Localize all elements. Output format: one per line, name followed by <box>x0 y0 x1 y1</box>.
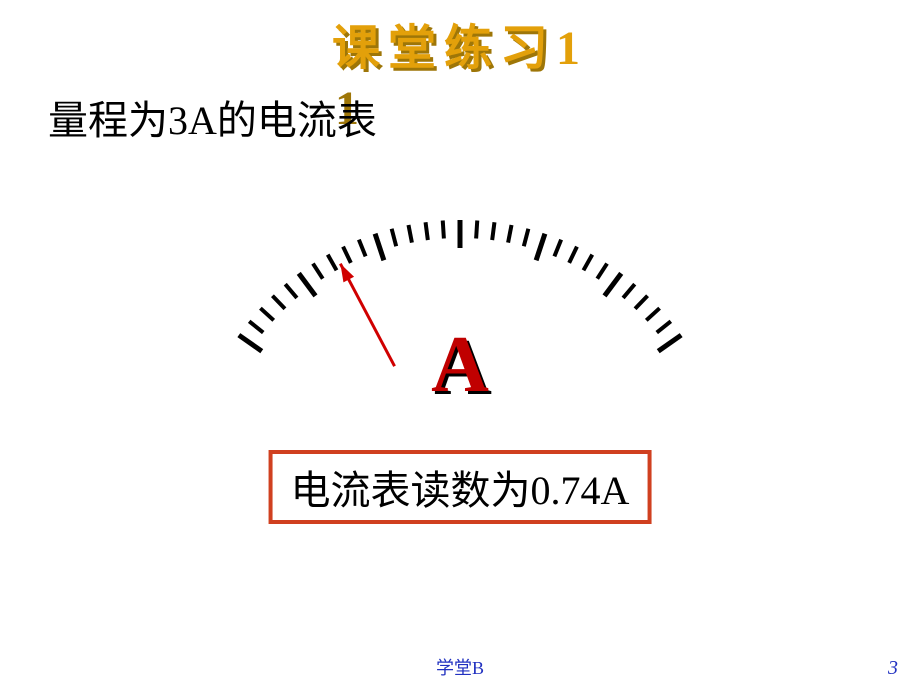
unit-label-front: A <box>431 321 489 409</box>
page-number: 3 <box>888 657 898 680</box>
slide-title-front: 课堂练习1 <box>332 22 588 75</box>
subtitle: 量程为3A的电流表 <box>48 88 377 146</box>
reading-box: 电流表读数为0.74A <box>269 450 652 524</box>
unit-label: A A <box>431 320 489 411</box>
slide-title: 课堂练习1 课堂练习1 <box>332 8 588 78</box>
footer-text: 学堂B <box>436 654 484 680</box>
reading-text: 电流表读数为0.74A <box>291 468 630 513</box>
